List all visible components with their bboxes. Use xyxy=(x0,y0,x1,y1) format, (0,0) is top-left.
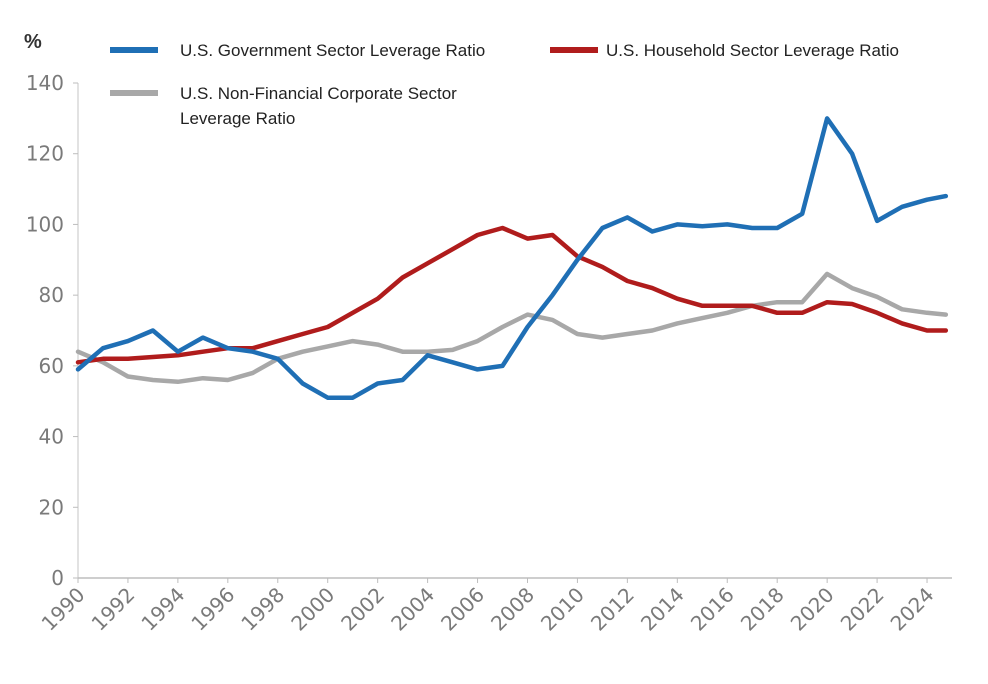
y-tick-label: 60 xyxy=(39,354,64,378)
legend-label-corporate-line2: Leverage Ratio xyxy=(180,109,295,128)
y-tick-label: 40 xyxy=(39,425,64,449)
x-tick-label: 2016 xyxy=(686,583,739,636)
y-tick-label: 120 xyxy=(26,142,64,166)
x-tick-label: 2018 xyxy=(736,583,789,636)
x-tick-label: 2004 xyxy=(386,583,439,636)
x-tick-label: 2014 xyxy=(636,583,689,636)
y-tick-label: 140 xyxy=(26,71,64,95)
series-lines xyxy=(75,116,949,400)
y-unit-label: % xyxy=(24,31,42,53)
x-tick-label: 2006 xyxy=(436,583,489,636)
x-tick-label: 1994 xyxy=(136,583,189,636)
x-tick-label: 2024 xyxy=(886,583,939,636)
x-tick-label: 1990 xyxy=(37,583,90,636)
legend-label-government: U.S. Government Sector Leverage Ratio xyxy=(180,41,485,60)
axes: 0204060801001201401990199219941996199820… xyxy=(26,71,952,636)
x-tick-label: 1996 xyxy=(186,583,239,636)
x-tick-label: 2022 xyxy=(836,583,889,636)
y-tick-label: 20 xyxy=(39,495,64,519)
x-tick-label: 2020 xyxy=(786,583,839,636)
legend-label-corporate-line1: U.S. Non-Financial Corporate Sector xyxy=(180,84,457,103)
series-line-government xyxy=(75,116,949,400)
x-tick-label: 2000 xyxy=(286,583,339,636)
y-tick-label: 100 xyxy=(26,212,64,236)
x-tick-label: 2008 xyxy=(486,583,539,636)
y-tick-label: 0 xyxy=(51,566,64,590)
legend: U.S. Government Sector Leverage Ratio U.… xyxy=(110,41,899,128)
x-tick-label: 2010 xyxy=(536,583,589,636)
x-tick-label: 1992 xyxy=(87,583,140,636)
x-tick-label: 1998 xyxy=(236,583,289,636)
x-tick-label: 2012 xyxy=(586,583,639,636)
series-line-corporate xyxy=(75,271,949,385)
x-tick-label: 2002 xyxy=(336,583,389,636)
legend-label-household: U.S. Household Sector Leverage Ratio xyxy=(606,41,899,60)
y-tick-label: 80 xyxy=(39,283,64,307)
